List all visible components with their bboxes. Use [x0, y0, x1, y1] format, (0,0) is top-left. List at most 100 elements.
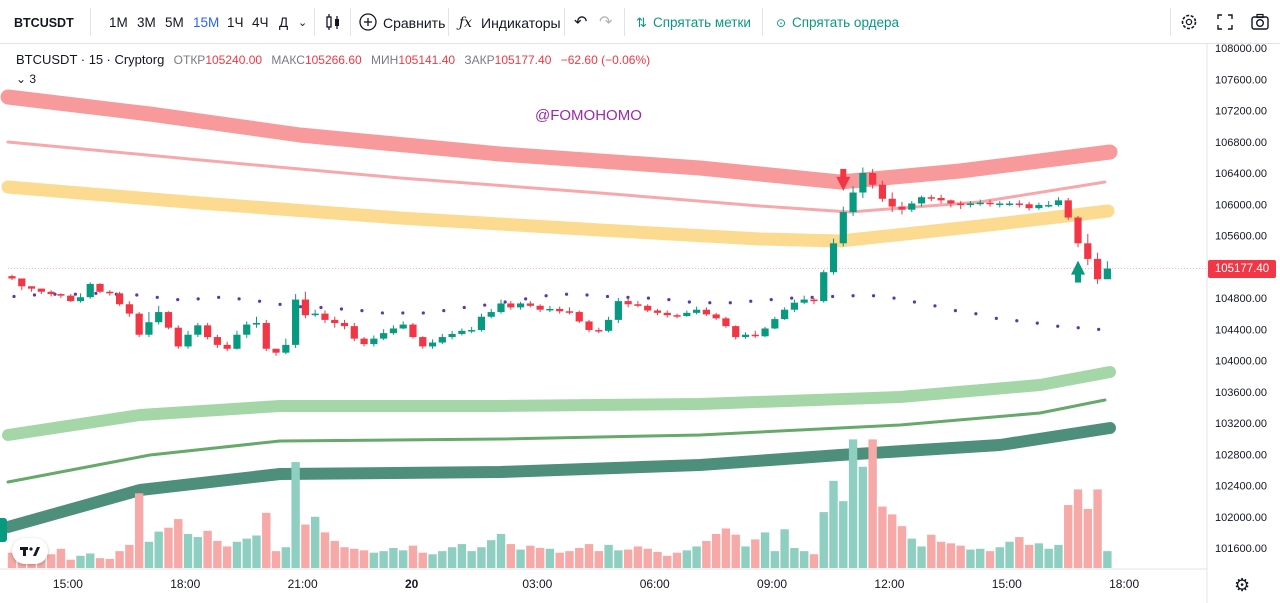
overlay-dot: [708, 301, 712, 305]
overlay-dot: [974, 312, 978, 316]
overlay-dot: [298, 305, 303, 309]
candle-body: [526, 303, 534, 306]
camera-snapshot-icon[interactable]: [1249, 11, 1271, 33]
symbol-search[interactable]: BTCUSDT: [14, 16, 74, 30]
overlay-dot: [237, 297, 241, 301]
candle-body: [145, 322, 153, 335]
candle-body: [663, 312, 671, 316]
volume-bar: [242, 538, 251, 568]
legend-symbol: BTCUSDT: [16, 52, 78, 67]
y-tick-label: 107200.00: [1215, 106, 1267, 118]
candle-body: [634, 304, 642, 306]
undo-icon[interactable]: ↶: [574, 14, 588, 31]
compare-plus-icon[interactable]: [357, 11, 379, 33]
candle-body: [370, 338, 378, 345]
tradingview-logo-icon: [20, 547, 40, 556]
volume-bar: [721, 528, 731, 568]
timeframe-5m[interactable]: 5М: [165, 15, 184, 30]
timeframe-3m[interactable]: 3М: [137, 15, 156, 30]
indicators-fx-icon[interactable]: ƒx: [459, 15, 473, 31]
candle-body: [653, 310, 662, 313]
candle-body: [761, 328, 769, 337]
candle-body: [927, 197, 935, 199]
overlay-dot: [524, 297, 528, 301]
timeframe-dropdown-icon[interactable]: ⌄: [298, 17, 308, 29]
y-tick-label: 104400.00: [1215, 324, 1267, 336]
volume-bar: [379, 551, 388, 568]
hide-marks-button[interactable]: Спрятать метки: [653, 15, 751, 30]
tradingview-logo[interactable]: [12, 538, 48, 564]
volume-bar: [878, 506, 887, 568]
overlay-dot: [912, 300, 917, 304]
candle-body: [917, 197, 926, 204]
candle-body: [243, 324, 251, 335]
timeframe-1m[interactable]: 1М: [109, 15, 128, 30]
fullscreen-icon[interactable]: [1214, 11, 1236, 33]
settings-gear-icon[interactable]: [1178, 11, 1200, 33]
overlay-dot: [749, 299, 753, 303]
redo-icon[interactable]: ↷: [599, 14, 613, 31]
volume-bar: [389, 548, 398, 568]
indicators-toggle[interactable]: ⌄ 3: [16, 72, 36, 86]
candle-body: [546, 308, 554, 311]
overlay-dot: [687, 300, 691, 304]
candle-body: [556, 308, 564, 312]
axis-settings-gear-icon[interactable]: ⚙: [1234, 575, 1251, 595]
volume-bar: [330, 540, 339, 568]
candle-body: [204, 325, 212, 338]
candle-body: [829, 243, 838, 273]
timeframe-15m[interactable]: 15М: [193, 15, 220, 30]
candle-body: [174, 327, 182, 347]
volume-bar: [418, 552, 427, 568]
volume-bar: [741, 546, 750, 568]
volume-bar: [467, 551, 476, 568]
compare-button[interactable]: Сравнить: [383, 15, 446, 31]
hide-marks-icon[interactable]: ⇅: [636, 15, 647, 30]
volume-bar: [86, 553, 95, 568]
candle-body: [683, 312, 691, 316]
volume-bar: [1064, 505, 1073, 568]
toolbar-divider: [90, 8, 91, 36]
hide-orders-button[interactable]: Спрятать ордера: [792, 15, 900, 30]
volume-bar: [66, 559, 75, 568]
volume-bar: [516, 549, 525, 568]
overlay-dot: [94, 291, 98, 296]
overlay-dot: [360, 308, 364, 313]
candle-body: [741, 334, 750, 338]
hide-orders-icon[interactable]: ⊙: [776, 16, 787, 30]
overlay-dot: [217, 295, 221, 299]
left-panel-handle[interactable]: [0, 518, 7, 542]
volume-bar: [985, 551, 995, 568]
legend-low: 105141.40: [398, 53, 456, 67]
candle-body: [712, 314, 720, 319]
volume-bar: [125, 544, 134, 568]
ma-ribbon-3: [2, 366, 1116, 441]
volume-bar: [203, 530, 212, 568]
candle-body: [8, 276, 16, 279]
volume-bar: [193, 537, 203, 568]
volume-bar: [115, 551, 124, 568]
volume-bar: [692, 546, 701, 568]
candle-body: [18, 278, 26, 287]
chevron-down-icon: ⌄: [16, 72, 27, 86]
timeframe-4h[interactable]: 4Ч: [252, 15, 269, 30]
candle-body: [702, 309, 710, 315]
candle-body: [487, 312, 495, 317]
candle-body: [76, 297, 85, 302]
candle-body: [595, 330, 603, 332]
legend-close: 105177.40: [494, 53, 552, 67]
timeframe-d[interactable]: Д: [279, 15, 289, 30]
overlay-dot: [994, 316, 998, 321]
candle-body: [67, 295, 75, 302]
candle-body: [673, 315, 681, 317]
volume-bar: [1005, 541, 1014, 568]
volume-bar: [780, 529, 789, 568]
candle-type-icon[interactable]: [322, 11, 344, 33]
overlay-dot: [1015, 319, 1019, 323]
timeframe-1h[interactable]: 1Ч: [227, 15, 244, 30]
indicators-button[interactable]: Индикаторы: [481, 15, 561, 31]
overlay-dot: [1076, 326, 1080, 330]
toolbar-divider: [314, 8, 315, 36]
volume-bar: [232, 541, 242, 568]
